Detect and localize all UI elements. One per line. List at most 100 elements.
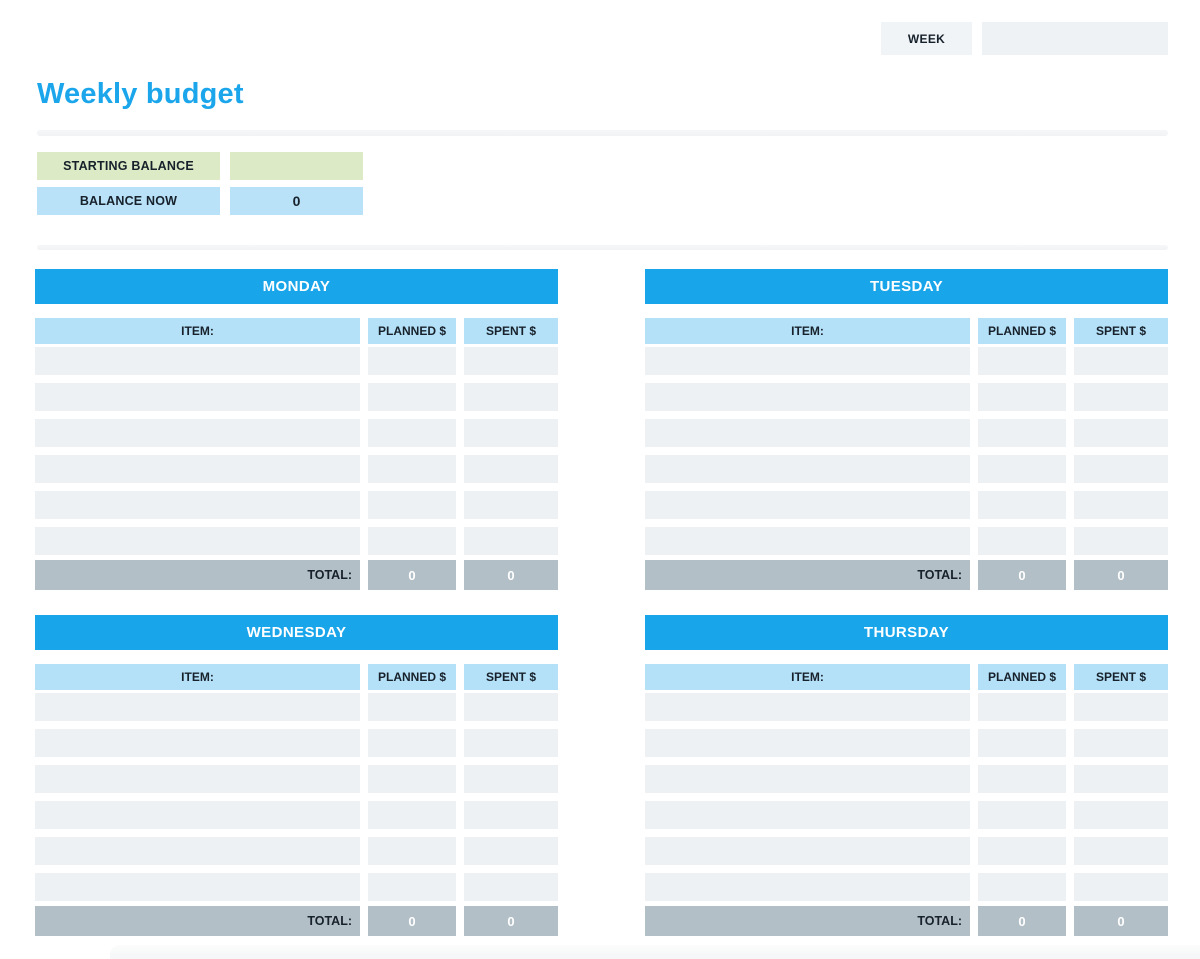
entry-row <box>35 873 558 901</box>
spent-cell[interactable] <box>464 837 558 865</box>
day-table-monday: MONDAY ITEM: PLANNED $ SPENT $ TOTAL: 0 … <box>35 269 558 590</box>
week-value-cell[interactable] <box>982 22 1168 55</box>
planned-cell[interactable] <box>368 837 456 865</box>
spent-cell[interactable] <box>464 693 558 721</box>
spent-cell[interactable] <box>464 491 558 519</box>
item-cell[interactable] <box>645 801 970 829</box>
entry-rows <box>35 347 558 555</box>
item-cell[interactable] <box>645 455 970 483</box>
planned-column-header: PLANNED $ <box>978 318 1066 344</box>
item-cell[interactable] <box>35 491 360 519</box>
total-planned-value: 0 <box>368 906 456 936</box>
planned-cell[interactable] <box>978 693 1066 721</box>
column-header-row: ITEM: PLANNED $ SPENT $ <box>645 664 1168 690</box>
next-page-edge <box>110 945 1200 959</box>
spent-cell[interactable] <box>464 419 558 447</box>
planned-cell[interactable] <box>368 693 456 721</box>
item-cell[interactable] <box>35 527 360 555</box>
item-cell[interactable] <box>645 527 970 555</box>
spent-cell[interactable] <box>1074 455 1168 483</box>
spent-cell[interactable] <box>464 383 558 411</box>
spent-cell[interactable] <box>1074 347 1168 375</box>
day-tables-grid: MONDAY ITEM: PLANNED $ SPENT $ TOTAL: 0 … <box>35 269 1168 936</box>
item-cell[interactable] <box>35 765 360 793</box>
day-header: TUESDAY <box>645 269 1168 304</box>
planned-cell[interactable] <box>978 347 1066 375</box>
entry-row <box>645 873 1168 901</box>
spent-cell[interactable] <box>464 527 558 555</box>
item-cell[interactable] <box>645 491 970 519</box>
spent-cell[interactable] <box>1074 383 1168 411</box>
planned-cell[interactable] <box>978 729 1066 757</box>
entry-row <box>645 347 1168 375</box>
planned-cell[interactable] <box>368 765 456 793</box>
week-label-text: WEEK <box>907 31 946 46</box>
spent-cell[interactable] <box>1074 765 1168 793</box>
planned-cell[interactable] <box>368 873 456 901</box>
planned-cell[interactable] <box>368 419 456 447</box>
entry-rows <box>645 693 1168 901</box>
planned-cell[interactable] <box>978 765 1066 793</box>
spent-cell[interactable] <box>1074 693 1168 721</box>
column-header-row: ITEM: PLANNED $ SPENT $ <box>35 664 558 690</box>
planned-column-header: PLANNED $ <box>978 664 1066 690</box>
spent-cell[interactable] <box>1074 801 1168 829</box>
spent-cell[interactable] <box>1074 527 1168 555</box>
item-cell[interactable] <box>35 347 360 375</box>
item-cell[interactable] <box>645 383 970 411</box>
planned-cell[interactable] <box>368 455 456 483</box>
planned-cell[interactable] <box>368 527 456 555</box>
total-spent-value: 0 <box>464 906 558 936</box>
planned-cell[interactable] <box>978 383 1066 411</box>
item-cell[interactable] <box>35 419 360 447</box>
spent-cell[interactable] <box>1074 729 1168 757</box>
spent-cell[interactable] <box>464 455 558 483</box>
spent-cell[interactable] <box>464 801 558 829</box>
item-cell[interactable] <box>645 347 970 375</box>
total-spent-value: 0 <box>464 560 558 590</box>
item-cell[interactable] <box>645 765 970 793</box>
planned-cell[interactable] <box>368 347 456 375</box>
spent-cell[interactable] <box>464 729 558 757</box>
item-cell[interactable] <box>35 455 360 483</box>
item-cell[interactable] <box>35 693 360 721</box>
spent-column-header: SPENT $ <box>464 318 558 344</box>
planned-cell[interactable] <box>978 491 1066 519</box>
planned-cell[interactable] <box>368 491 456 519</box>
item-cell[interactable] <box>645 837 970 865</box>
day-header: WEDNESDAY <box>35 615 558 650</box>
spent-cell[interactable] <box>1074 837 1168 865</box>
spent-cell[interactable] <box>1074 491 1168 519</box>
day-table-wednesday: WEDNESDAY ITEM: PLANNED $ SPENT $ TOTAL:… <box>35 615 558 936</box>
entry-row <box>35 801 558 829</box>
planned-cell[interactable] <box>368 383 456 411</box>
item-cell[interactable] <box>35 873 360 901</box>
spent-cell[interactable] <box>464 765 558 793</box>
item-cell[interactable] <box>35 837 360 865</box>
item-cell[interactable] <box>35 801 360 829</box>
spent-cell[interactable] <box>464 347 558 375</box>
entry-row <box>35 765 558 793</box>
planned-cell[interactable] <box>978 455 1066 483</box>
planned-cell[interactable] <box>368 801 456 829</box>
spent-cell[interactable] <box>464 873 558 901</box>
item-cell[interactable] <box>35 729 360 757</box>
item-cell[interactable] <box>645 693 970 721</box>
entry-row <box>645 419 1168 447</box>
starting-balance-value-cell[interactable] <box>230 152 363 180</box>
item-cell[interactable] <box>645 419 970 447</box>
entry-row <box>35 837 558 865</box>
planned-cell[interactable] <box>978 837 1066 865</box>
planned-cell[interactable] <box>978 527 1066 555</box>
starting-balance-label: STARTING BALANCE <box>37 152 220 180</box>
item-cell[interactable] <box>645 729 970 757</box>
entry-row <box>645 491 1168 519</box>
planned-cell[interactable] <box>978 873 1066 901</box>
item-cell[interactable] <box>35 383 360 411</box>
spent-cell[interactable] <box>1074 873 1168 901</box>
item-cell[interactable] <box>645 873 970 901</box>
spent-cell[interactable] <box>1074 419 1168 447</box>
planned-cell[interactable] <box>368 729 456 757</box>
planned-cell[interactable] <box>978 419 1066 447</box>
planned-cell[interactable] <box>978 801 1066 829</box>
